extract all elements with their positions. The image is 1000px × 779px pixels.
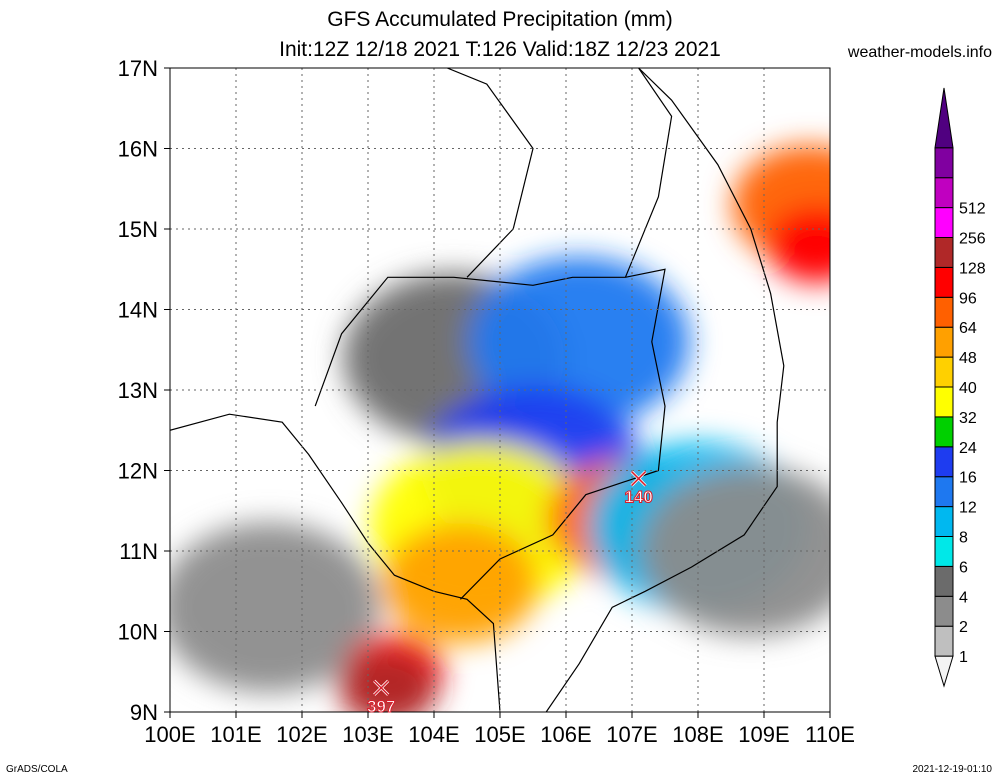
x-tick-label: 107E	[606, 722, 657, 747]
colorbar-label: 12	[959, 500, 977, 517]
colorbar-label: 256	[959, 231, 986, 248]
border-laos-west	[446, 68, 534, 278]
colorbar-segment	[934, 177, 954, 209]
site-label: weather-models.info	[847, 44, 992, 61]
x-tick-label: 106E	[540, 722, 591, 747]
y-tick-label: 14N	[118, 298, 158, 323]
colorbar-label: 128	[959, 260, 986, 277]
grid	[170, 68, 830, 712]
colorbar-segment	[934, 476, 954, 508]
precip-field	[170, 144, 830, 712]
y-tick-label: 11N	[119, 539, 158, 564]
y-tick-label: 9N	[130, 700, 158, 725]
max-marker	[631, 471, 647, 487]
colorbar-label: 64	[959, 320, 977, 337]
colorbar-segment	[934, 446, 954, 478]
colorbar-segment	[934, 207, 954, 239]
colorbar-label: 96	[959, 290, 977, 307]
y-tick-label: 13N	[118, 378, 158, 403]
colorbar-segment	[934, 326, 954, 358]
colorbar-segment	[934, 386, 954, 418]
colorbar-label: 2	[959, 619, 968, 636]
colorbar-label: 6	[959, 559, 968, 576]
max-marker	[373, 680, 389, 696]
colorbar-segment	[934, 87, 954, 149]
colorbar-segment	[934, 536, 954, 567]
x-tick-label: 102E	[276, 722, 327, 747]
footer-timestamp: 2021-12-19-01:10	[912, 764, 992, 775]
colorbar-segment	[934, 266, 954, 298]
x-tick-label: 108E	[672, 722, 723, 747]
precip-region-2	[468, 256, 690, 427]
x-tick-label: 104E	[408, 722, 459, 747]
border-cambodia	[314, 268, 666, 600]
colorbar-segment	[934, 565, 954, 597]
colorbar-segment	[934, 625, 954, 657]
x-tick-label: 110E	[805, 722, 855, 747]
colorbar-segment	[934, 296, 954, 328]
y-tick-label: 16N	[118, 137, 158, 162]
max-value-label: 140	[624, 488, 652, 507]
colorbar-label: 8	[959, 530, 968, 547]
colorbar-label: 512	[959, 201, 986, 218]
colorbar-segment	[934, 506, 954, 538]
colorbar-segment	[934, 595, 954, 627]
y-tick-label: 15N	[118, 217, 158, 242]
precip-region-0	[170, 522, 380, 693]
x-tick-label: 100E	[144, 722, 195, 747]
colorbar-label: 48	[959, 350, 977, 367]
colorbar-label: 24	[959, 440, 977, 457]
chart-title: GFS Accumulated Precipitation (mm)	[327, 8, 673, 31]
max-value-label: 397	[367, 697, 395, 716]
footer-software: GrADS/COLA	[6, 764, 68, 775]
x-tick-label: 101E	[210, 722, 261, 747]
x-tick-label: 109E	[738, 722, 789, 747]
colorbar-segment	[934, 416, 954, 448]
y-tick-label: 12N	[118, 459, 158, 484]
colorbar-label: 16	[959, 470, 977, 487]
y-tick-label: 10N	[118, 620, 158, 645]
maxima-markers: 140 397	[367, 470, 653, 716]
border-laos-east	[624, 68, 673, 278]
chart-subtitle: Init:12Z 12/18 2021 T:126 Valid:18Z 12/2…	[279, 38, 721, 61]
precip-region-10	[767, 207, 830, 284]
colorbar-segment	[934, 237, 954, 268]
axis-ticks: 100E 101E 102E 103E 104E 105E 106E 107E 108E 109E…	[118, 56, 855, 747]
precip-region-12	[640, 466, 830, 636]
colorbar-label: 40	[959, 380, 977, 397]
x-tick-label: 105E	[474, 722, 525, 747]
colorbar-segment	[934, 356, 954, 388]
y-tick-label: 17N	[118, 56, 158, 81]
colorbar-label: 32	[959, 410, 977, 427]
colorbar-label: 1	[959, 649, 968, 666]
colorbar-label: 4	[959, 589, 968, 606]
precip-region-5	[382, 523, 539, 644]
colorbar-segment	[934, 655, 954, 688]
colorbar-segment	[934, 147, 954, 179]
coast-east	[545, 68, 785, 712]
x-tick-label: 103E	[342, 722, 393, 747]
plot-area	[170, 68, 830, 712]
